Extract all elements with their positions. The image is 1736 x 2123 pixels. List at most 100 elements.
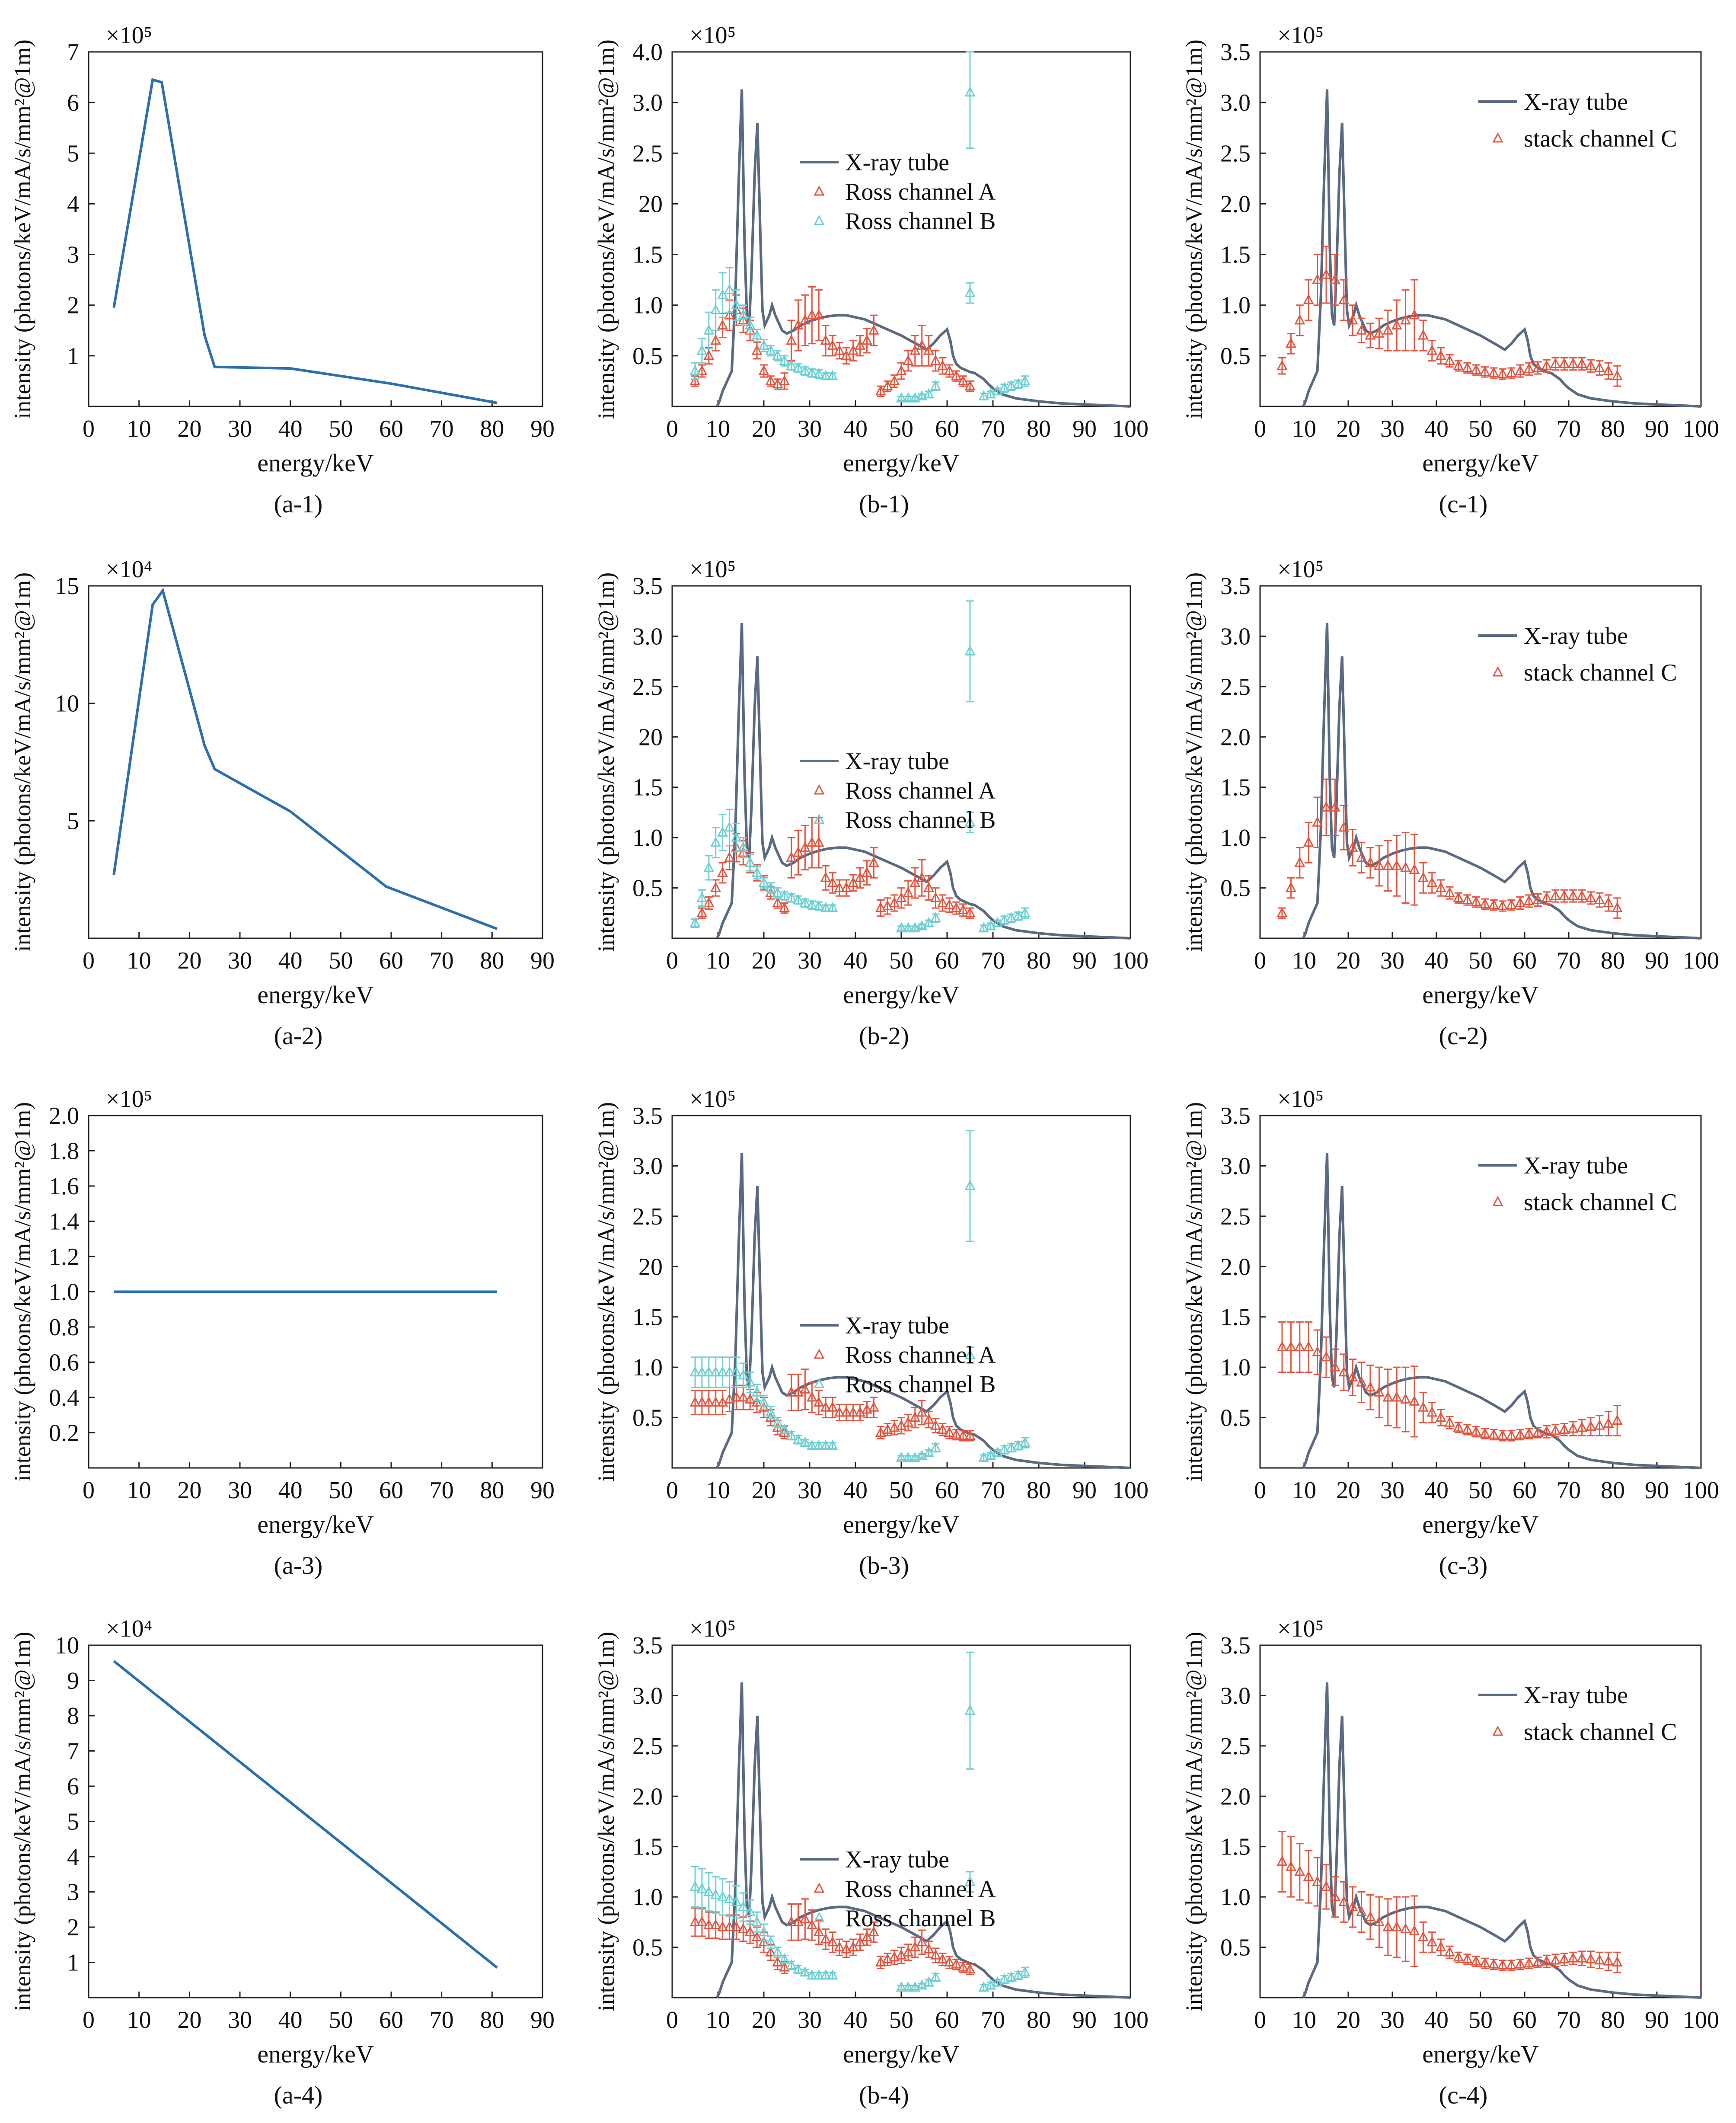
x-tick-label: 20 [177, 1477, 201, 1504]
x-tick-label: 80 [1027, 947, 1051, 974]
stack-channel-c-point [1603, 1955, 1614, 1966]
ross-channel-b-point [813, 1439, 824, 1450]
panel-label: (b-4) [859, 2081, 909, 2109]
y-tick-label: 3 [67, 242, 79, 269]
y-tick-label: 20 [638, 1253, 663, 1280]
ross-channel-b-point [820, 902, 831, 912]
ross-channel-a-point [862, 1403, 872, 1414]
stack-channel-c-point [1515, 897, 1526, 907]
x-tick-label: 70 [430, 947, 454, 974]
x-tick-label: 40 [1424, 947, 1449, 974]
ross-channel-b-point [992, 1446, 1003, 1457]
ross-channel-b-point [731, 1366, 742, 1377]
ross-channel-a-point [903, 1416, 914, 1427]
ross-channel-a-point [862, 1931, 872, 1941]
x-tick-label: 10 [1292, 947, 1316, 974]
x-tick-label: 0 [1254, 947, 1266, 974]
x-tick-label: 10 [127, 416, 151, 442]
ross-channel-b-point [930, 1971, 941, 1982]
ross-channel-b-point [923, 1446, 935, 1457]
ross-channel-a-point [923, 1943, 935, 1954]
panel-label: (a-4) [274, 2081, 323, 2109]
x-ray-tube-line [716, 623, 1131, 940]
x-tick-label: 90 [1072, 2007, 1097, 2033]
ross-channel-a-point [923, 1413, 935, 1424]
stack-channel-c-point [1276, 1341, 1288, 1352]
stack-channel-c [1276, 1321, 1623, 1442]
x-tick-label: 0 [1254, 1477, 1266, 1504]
ross-channel-a-point [786, 1386, 797, 1397]
series-line [113, 1660, 498, 1969]
axis-exponent: ×10⁵ [689, 556, 736, 583]
stack-channel-c-point [1594, 1419, 1605, 1430]
ross-channel-a-point [944, 364, 955, 375]
ross-channel-b-point [813, 1969, 824, 1980]
stack-channel-c-point [1391, 1921, 1402, 1931]
ross-channel-b-point [985, 1979, 996, 1990]
stack-channel-c-point [1497, 1959, 1508, 1970]
axis-exponent: ×10⁵ [106, 1086, 152, 1113]
ross-channel-b-point [985, 388, 996, 399]
x-tick-label: 50 [329, 416, 353, 442]
x-tick-label: 60 [379, 947, 403, 974]
axis-exponent: ×10⁵ [1277, 1615, 1324, 1642]
x-tick-label: 80 [1027, 1477, 1051, 1504]
x-tick-label: 50 [1468, 947, 1493, 974]
ross-channel-a-point [834, 1406, 845, 1417]
ross-channel-b-point [710, 1889, 721, 1899]
y-tick-label: 1.0 [632, 1884, 663, 1911]
legend-label: Ross channel A [845, 1876, 996, 1902]
stack-channel-c-point [1471, 895, 1482, 906]
stack-channel-c-point [1585, 1953, 1596, 1964]
x-tick-label: 80 [1027, 416, 1051, 442]
ross-channel-b-point [772, 886, 783, 897]
y-tick-label: 3.0 [1220, 1682, 1251, 1709]
ross-channel-a-point [765, 375, 776, 385]
y-tick-label: 2.0 [1220, 724, 1251, 751]
y-axis-label: intensity (photons/keV/mA/s/mm²@1m) [1181, 1102, 1207, 1481]
ross-channel-a-point [710, 1919, 721, 1929]
ross-channel-a-point [909, 1941, 921, 1952]
y-tick-label: 20 [638, 724, 663, 751]
stack-channel-c-point [1356, 1376, 1367, 1387]
ross-channel-a-point [848, 344, 859, 355]
y-tick-label: 6 [67, 1773, 79, 1800]
legend-marker [1492, 1725, 1503, 1736]
stack-channel-c-point [1435, 1411, 1446, 1422]
x-tick-label: 80 [1601, 947, 1625, 974]
x-ray-tube-line [716, 1153, 1131, 1469]
x-tick-label: 40 [278, 2007, 303, 2033]
panel-a-1: 0 10 20 30 40 50 60 70 80 90 1 2 3 4 5 6 7 ×10⁵ energy/keV… [10, 22, 555, 518]
ross-channel-a-point [862, 334, 872, 345]
legend: X-ray tube Ross channel A Ross channel B [800, 1846, 996, 1932]
y-tick-label: 4 [67, 191, 79, 217]
ross-channel-a-point [916, 872, 928, 882]
x-tick-label: 80 [480, 1477, 504, 1504]
y-tick-label: 3 [67, 1879, 79, 1906]
ross-channel-b-point [793, 1433, 804, 1444]
x-tick-label: 10 [706, 947, 730, 974]
stack-channel-c-point [1321, 1351, 1332, 1362]
x-tick-label: 10 [1292, 2007, 1316, 2033]
ross-channel-a-point [930, 355, 941, 365]
y-tick-label: 2.5 [1220, 674, 1251, 700]
stack-channel-c-point [1303, 1870, 1314, 1881]
legend-label: Ross channel B [845, 1371, 996, 1398]
x-tick-label: 80 [1601, 2007, 1625, 2033]
x-axis-label: energy/keV [1422, 2040, 1539, 2068]
y-tick-label: 1.0 [1220, 292, 1251, 319]
ross-channel-b-point [689, 1366, 701, 1377]
legend-marker [814, 1378, 825, 1388]
x-axis-label: energy/keV [843, 1510, 960, 1538]
y-tick-label: 3.0 [1220, 1153, 1251, 1180]
axis-exponent: ×10⁵ [1277, 556, 1324, 583]
stack-channel-c-point [1444, 886, 1455, 897]
ross-channel-a-point [930, 1949, 941, 1960]
ross-channel-b-point [772, 349, 783, 360]
stack-channel-c-point [1338, 821, 1350, 832]
ross-channel-a-point [813, 1396, 824, 1407]
axis-exponent: ×10⁵ [689, 1086, 736, 1113]
x-tick-label: 50 [1468, 416, 1493, 442]
y-tick-label: 3.5 [632, 573, 663, 600]
ross-channel-b-point [985, 920, 996, 930]
